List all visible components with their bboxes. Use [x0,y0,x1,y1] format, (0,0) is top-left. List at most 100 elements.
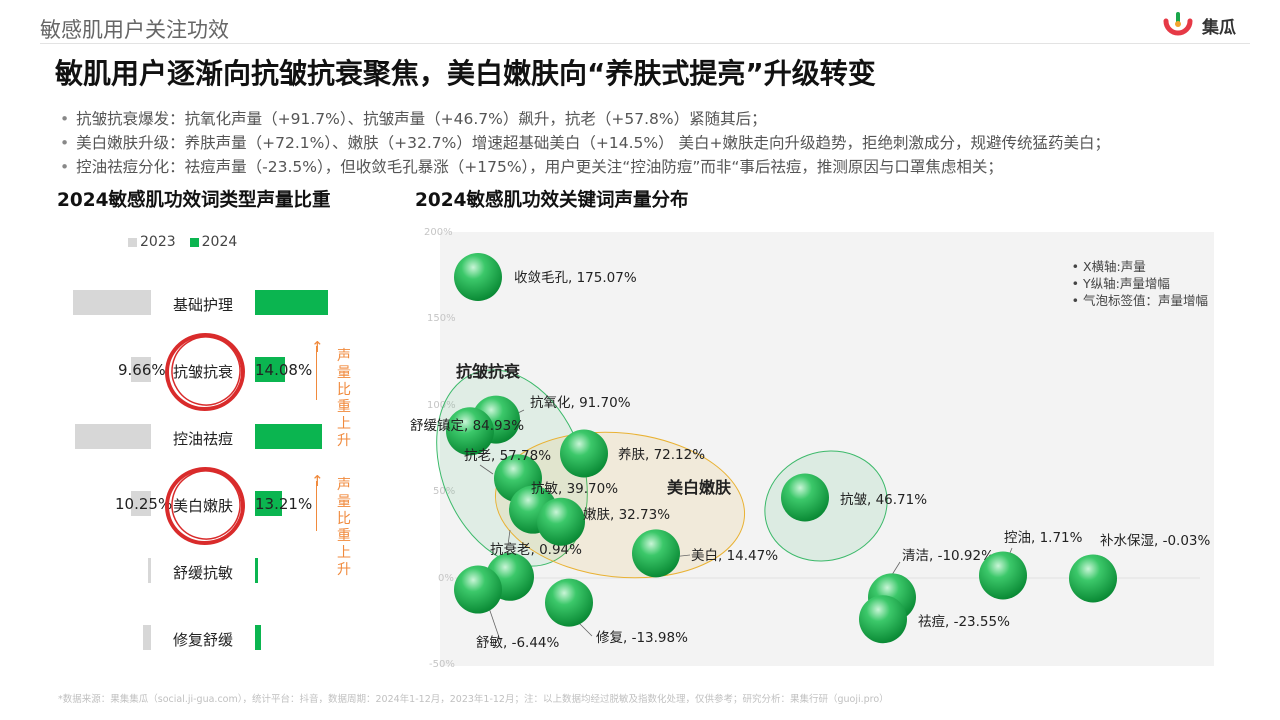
left-chart-legend: 2023 2024 [128,234,237,250]
value-label: 10.25% [115,495,173,513]
bubble-circle [979,551,1027,600]
bubble-label: 祛痘, -23.55% [918,614,1010,630]
bubble-point: 修复, -13.98% [545,578,688,646]
bubble-circle [454,253,502,301]
note-item: • 气泡标签值：声量增幅 [1071,293,1208,308]
y-tick-label: 200% [424,227,453,238]
up-arrow-icon: ↑ [311,338,324,356]
bubble-circle [454,565,502,614]
category-label: 控油祛痘 [172,430,233,448]
left-chart-title: 2024敏感肌功效词类型声量比重 [57,190,331,211]
brand-logo: 集瓜 [1162,12,1236,38]
bubble-point: 舒敏, -6.44% [454,565,560,651]
bubble-label: 控油, 1.71% [1004,530,1083,546]
value-label: 14.08% [255,361,313,379]
bar-2024-kangzhou [255,357,285,382]
bullet-text: 抗皱抗衰爆发：抗氧化声量（+91.7%）、抗皱声量（+46.7%）飙升，抗老（+… [76,110,767,128]
bubble-circle [446,407,494,456]
category-label: 美白嫩肤 [172,497,233,515]
bubble-label: 养肤, 72.12% [618,447,705,463]
bar-2024-jichu [255,290,328,315]
legend-swatch-2024 [189,237,199,247]
bullet-text: 美白嫩肤升级：养肤声量（+72.1%）、嫩肤（+32.7%）增速超基础美白（+1… [76,134,1111,152]
bullet-text: 控油祛痘分化：祛痘声量（-23.5%），但收敛毛孔暴涨（+175%），用户更关注… [76,158,1003,176]
note-line: 声量 [337,477,351,510]
highlight-circle [165,332,245,412]
bubble-label: 抗氧化, 91.70% [530,395,631,411]
legend-item-2023: 2023 [128,234,176,250]
bubble-point: 祛痘, -23.55% [859,595,1010,644]
bar-2024-xiufu [255,625,261,650]
note-line: 声量 [337,348,351,381]
category-label: 抗皱抗衰 [172,363,233,381]
bubble-circle [781,473,829,522]
header-divider [40,43,1250,44]
bullet-item: • 美白嫩肤升级：养肤声量（+72.1%）、嫩肤（+32.7%）增速超基础美白（+… [60,134,1111,152]
bubble-label: 舒敏, -6.44% [476,635,560,651]
note-line: 上升 [337,545,351,578]
leader-line [577,621,593,637]
bubble-point: 养肤, 72.12% [560,429,705,478]
main-title: 敏肌用户逐渐向抗皱抗衰聚焦，美白嫩肤向“养肤式提亮”升级转变 [55,57,876,90]
bar-2023-xiufu [143,625,151,650]
bubble-label: 嫩肤, 32.73% [583,507,670,523]
category-label: 舒缓抗敏 [172,564,233,582]
bubble-point: 补水保湿, -0.03% [1069,533,1211,603]
bar-2023-meibai [131,491,151,516]
bubble-point: 收敛毛孔, 175.07% [454,253,637,301]
bubble-point: 舒缓镇定, 84.93% [410,407,524,456]
bubble-label: 抗老, 57.78% [464,448,551,464]
jigua-logo-icon [1163,12,1193,36]
legend-swatch-2023 [128,237,137,247]
note-line: 比重 [337,511,351,544]
bar-2024-kongyou [255,424,322,449]
bubble-label: 收敛毛孔, 175.07% [514,270,637,286]
legend-label: 2023 [140,234,176,250]
highlight-circle [165,466,245,546]
leader-line [479,464,494,475]
bar-2024-meibai [255,491,282,516]
note-text: 气泡标签值：声量增幅 [1082,293,1208,308]
bubble-point: 嫩肤, 32.73% [537,497,670,546]
y-tick-label: 50% [433,486,456,497]
bubble-circle [537,497,585,546]
footnote: *数据来源：果集集瓜（social.ji-gua.com），统计平台：抖音，数据… [58,694,889,705]
bubble-label: 修复, -13.98% [596,629,688,646]
bubble-circle [545,578,593,627]
bubble-point: 抗皱, 46.71% [781,473,927,522]
section-title: 敏感肌用户关注功效 [40,18,229,42]
up-arrow-icon: ↑ [311,472,324,490]
note-line: 上升 [337,416,351,449]
bubble-circle [1069,554,1117,603]
bar-2023-shuhuan [148,558,151,583]
bar-2024-shuhuan [255,558,258,583]
bar-2023-kangzhou [131,357,151,382]
bubble-label: 清洁, -10.92% [902,548,994,564]
group-label-kangzhou: 抗皱抗衰 [456,362,521,381]
bubble-circle [632,529,680,578]
y-tick-label: -50% [429,659,455,670]
up-arrow-line [316,481,331,531]
note-text: X横轴:声量 [1082,259,1146,274]
bar-2023-jichu [73,290,151,315]
up-arrow-line [316,346,331,400]
chart-notes: • X横轴:声量 • Y纵轴:声量增幅 • 气泡标签值：声量增幅 [1072,258,1208,309]
bubble-label: 舒缓镇定, 84.93% [410,418,524,434]
bubble-point: 美白, 14.47% [632,529,778,578]
bubble-label: 抗敏, 39.70% [531,481,618,497]
bubble-label: 补水保湿, -0.03% [1100,533,1211,549]
bullet-item: • 控油祛痘分化：祛痘声量（-23.5%），但收敛毛孔暴涨（+175%），用户更关… [60,158,1003,176]
legend-item-2024: 2024 [189,234,237,250]
bubble-circle [859,595,907,644]
bar-2023-kongyou [75,424,151,449]
right-chart-title: 2024敏感肌功效关键词声量分布 [415,190,689,211]
note-line: 比重 [337,382,351,415]
category-label: 基础护理 [172,296,233,314]
category-label: 修复舒缓 [172,631,233,649]
value-label: 9.66% [118,361,166,379]
bubble-label: 美白, 14.47% [691,548,778,564]
leader-line [487,604,501,641]
logo-text: 集瓜 [1202,17,1236,38]
y-tick-label: 0% [438,573,454,584]
y-tick-label: 100% [427,400,456,411]
